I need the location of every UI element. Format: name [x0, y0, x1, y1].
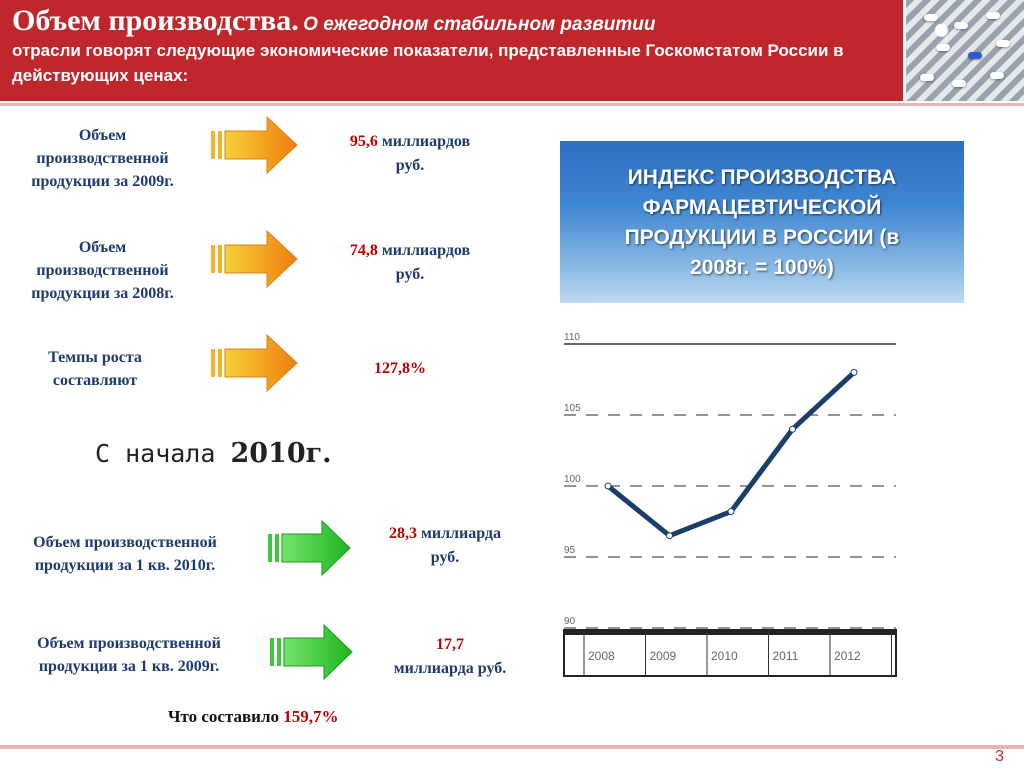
data-point — [850, 368, 858, 376]
arrow-right-icon — [211, 334, 298, 392]
arrow-right-icon — [270, 624, 353, 680]
banner-line: ИНДЕКС ПРОИЗВОДСТВА — [627, 166, 897, 189]
y-tick-label: 105 — [564, 403, 581, 414]
index-banner: ИНДЕКС ПРОИЗВОДСТВА ФАРМАЦЕВТИЧЕСКОЙ ПРО… — [560, 141, 964, 303]
x-tick-label: 2009 — [650, 649, 677, 663]
header-bar: Объем производства. О ежегодном стабильн… — [0, 0, 1024, 101]
x-tick-label: 2012 — [834, 649, 861, 663]
y-tick-label: 100 — [564, 474, 581, 485]
section-heading: С начала 2010г. — [95, 438, 332, 469]
footer-divider — [0, 745, 1024, 749]
x-tick-label: 2010 — [711, 649, 738, 663]
q1-2009-label: Объем производственной продукции за 1 кв… — [37, 635, 221, 675]
growth-rate-label: Темпы роста составляют — [48, 349, 142, 389]
slide-title: Объем производства. — [12, 4, 299, 37]
series-line — [604, 368, 858, 540]
q1-2010-label: Объем производственной продукции за 1 кв… — [33, 534, 217, 574]
q1-2010-value: 28,3 миллиарда руб. — [388, 525, 502, 566]
page-number: 3 — [995, 748, 1004, 765]
data-point — [604, 482, 612, 490]
header-lead: О ежегодном стабильном развитии — [303, 14, 656, 35]
conclusion-text: Что составило 159,7% — [168, 707, 339, 726]
q1-2009-value: 17,7 миллиарда руб. — [393, 636, 507, 677]
x-tick-label: 2011 — [773, 649, 799, 663]
data-point — [727, 508, 735, 516]
x-tick-label: 2008 — [588, 649, 615, 663]
data-point — [789, 425, 796, 433]
row-2008-value: 74,8 миллиардов руб. — [349, 242, 471, 283]
y-tick-label: 90 — [564, 616, 576, 627]
row-2009-label: Объем производственной продукции за 2009… — [31, 127, 174, 190]
banner-line: ПРОДУКЦИИ В РОССИИ (в — [624, 226, 900, 249]
pills-photo — [903, 0, 1024, 101]
header-description: отрасли говорят следующие экономические … — [12, 41, 844, 85]
y-tick-label: 110 — [564, 332, 580, 343]
header-shadow — [0, 103, 1024, 106]
growth-rate-value: 127,8% — [374, 360, 426, 377]
arrow-right-icon — [268, 520, 351, 576]
header-text: Объем производства. О ежегодном стабильн… — [12, 4, 892, 88]
arrow-right-icon — [211, 116, 298, 174]
data-point — [666, 532, 673, 540]
chart-grid — [564, 343, 896, 629]
x-axis-table: 2008 2009 2010 2011 2012 — [563, 629, 897, 677]
header-divider — [0, 101, 1024, 103]
index-line-chart: 110 105 100 95 90 2008 2009 2010 2011 2012 — [563, 332, 897, 677]
banner-line: ФАРМАЦЕВТИЧЕСКОЙ — [642, 196, 882, 219]
row-2008-label: Объем производственной продукции за 2008… — [31, 239, 174, 302]
arrow-right-icon — [211, 230, 298, 288]
x-axis-band — [564, 630, 896, 635]
row-2009-value: 95,6 миллиардов руб. — [349, 133, 471, 174]
y-tick-label: 95 — [564, 545, 576, 556]
banner-line: 2008г. = 100%) — [690, 256, 834, 279]
y-axis-ticks: 110 105 100 95 90 — [564, 332, 581, 627]
